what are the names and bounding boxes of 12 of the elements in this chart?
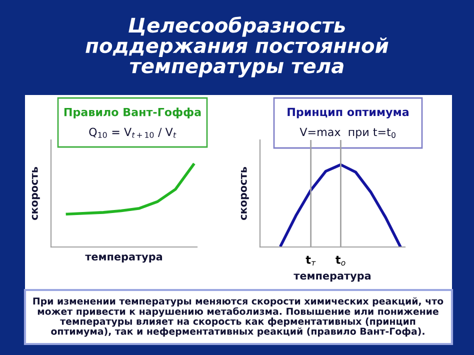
chart-subtitle: Q$_{10}$ = V$_{t+10}$ / V$_{t}$	[89, 128, 176, 138]
x-tick-label: t$_{о}$	[336, 256, 346, 266]
text: Целесообразность поддержания постоянной температуры тела	[86, 16, 388, 78]
chart-title: Правило Вант-Гоффа	[64, 108, 201, 118]
x-axis-title: температура	[294, 274, 371, 282]
y-axis-title: скорость	[32, 167, 40, 220]
y-axis-title: скорость	[240, 167, 249, 220]
x-tick-label: t$_{т}$	[306, 256, 316, 266]
text: При изменении температуры меняются скорости химических реакций, что может привести к нарушению метаболизма. Повышение или понижение температуры влияет на скорость как ферментативных (принцип оптимума), так и неферментативных реакций (правило Вант-Гофа).	[33, 297, 444, 337]
chart-subtitle: V=max при t=t$_{0}$	[300, 128, 396, 138]
x-axis-title: температура	[85, 254, 162, 263]
chart-title: Принцип оптимума	[288, 108, 408, 118]
